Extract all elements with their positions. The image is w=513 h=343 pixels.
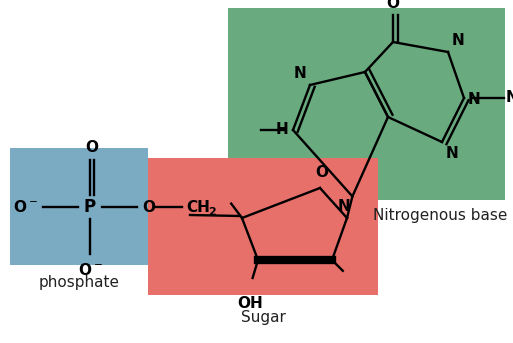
Text: O$^-$: O$^-$ bbox=[77, 262, 103, 278]
Text: O: O bbox=[86, 140, 98, 155]
Text: P: P bbox=[84, 198, 96, 216]
Text: Sugar: Sugar bbox=[241, 310, 285, 325]
Text: Nitrogenous base: Nitrogenous base bbox=[373, 208, 507, 223]
Text: 2: 2 bbox=[208, 207, 216, 217]
Text: N: N bbox=[452, 33, 465, 48]
Text: O: O bbox=[386, 0, 400, 11]
Text: H: H bbox=[275, 122, 288, 138]
Text: NH: NH bbox=[506, 91, 513, 106]
Text: N: N bbox=[446, 146, 459, 161]
Text: OH: OH bbox=[237, 296, 263, 311]
Text: O$^-$: O$^-$ bbox=[13, 199, 38, 215]
Text: O: O bbox=[142, 200, 155, 214]
Text: N: N bbox=[468, 93, 481, 107]
Bar bbox=[10, 148, 148, 265]
Text: O: O bbox=[315, 165, 328, 180]
Text: N: N bbox=[338, 199, 350, 214]
Text: phosphate: phosphate bbox=[38, 275, 120, 290]
Bar bbox=[228, 8, 505, 200]
Text: N: N bbox=[293, 66, 306, 81]
Bar bbox=[148, 158, 378, 295]
Text: CH: CH bbox=[186, 200, 210, 214]
